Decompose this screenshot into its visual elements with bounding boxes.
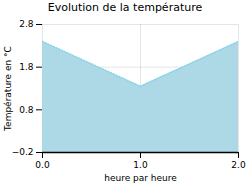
svg-text:2.0: 2.0 [231,160,246,170]
svg-text:0.0: 0.0 [35,160,50,170]
svg-text:Température en °C: Température en °C [3,46,13,132]
svg-text:2.8: 2.8 [19,19,34,29]
svg-text:−0.2: −0.2 [12,147,34,157]
html-text:Evolution de la température: Evolution de la température [47,1,203,14]
svg-text:heure par heure: heure par heure [104,173,177,183]
svg-text:1.0: 1.0 [133,160,148,170]
svg-text:1.8: 1.8 [19,62,34,72]
svg-text:0.8: 0.8 [19,105,34,115]
